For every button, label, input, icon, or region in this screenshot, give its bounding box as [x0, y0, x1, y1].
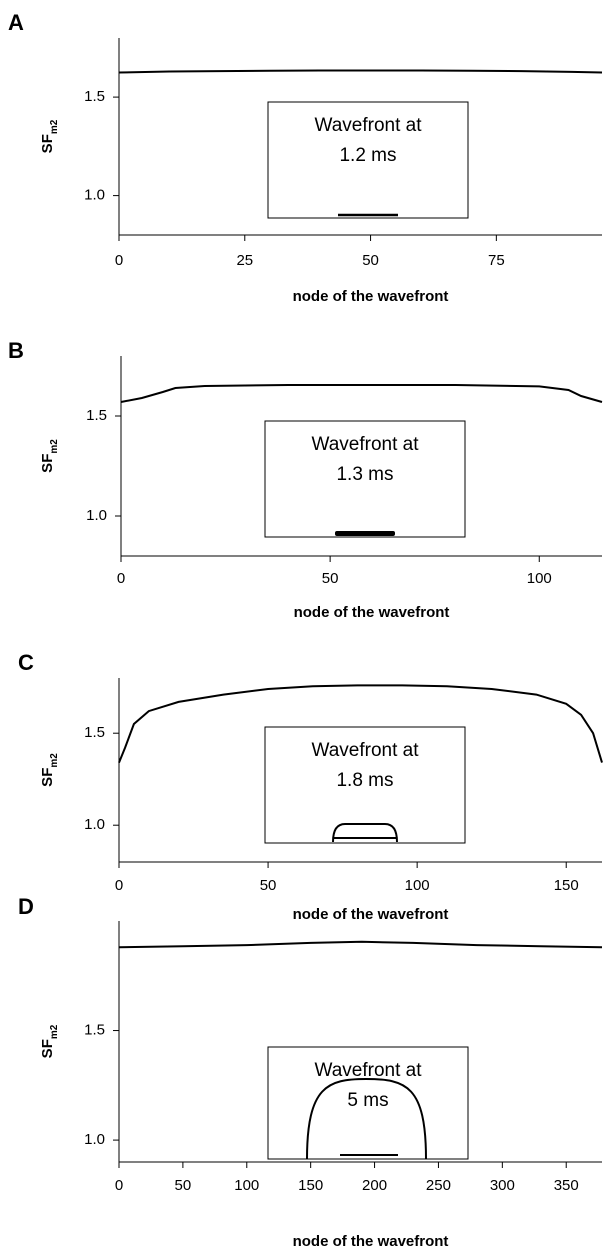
y-axis-title-sub: m2 — [49, 119, 60, 134]
y-axis-title: SFm2 — [39, 439, 60, 473]
panel-label: C — [18, 650, 34, 675]
x-tick-label: 75 — [488, 252, 505, 269]
panel-label: D — [18, 894, 34, 919]
y-axis-title-main: SF — [39, 134, 56, 153]
x-tick-label: 200 — [362, 1177, 387, 1194]
y-axis-title-sub: m2 — [49, 753, 60, 768]
data-line — [118, 684, 603, 763]
x-axis-title: node of the wavefront — [293, 906, 449, 923]
inset-text: Wavefront at — [314, 115, 422, 136]
data-line — [118, 69, 603, 74]
y-axis-title-main: SF — [39, 768, 56, 787]
y-axis-title-main: SF — [39, 454, 56, 473]
x-tick-label: 50 — [175, 1177, 192, 1194]
x-tick-label: 50 — [322, 570, 339, 587]
y-tick-label: 1.0 — [84, 187, 105, 204]
x-tick-label: 50 — [362, 252, 379, 269]
x-tick-label: 0 — [115, 877, 123, 894]
x-tick-label: 0 — [115, 252, 123, 269]
x-axis-title: node of the wavefront — [293, 288, 449, 305]
y-axis-title: SFm2 — [39, 1024, 60, 1058]
panel-label: B — [8, 338, 24, 363]
inset-text: 1.8 ms — [336, 770, 393, 791]
x-axis-title: node of the wavefront — [293, 1233, 449, 1250]
x-tick-label: 0 — [117, 570, 125, 587]
inset-text: Wavefront at — [311, 434, 419, 455]
inset-text: 1.3 ms — [336, 464, 393, 485]
y-axis-title-main: SF — [39, 1039, 56, 1058]
y-tick-label: 1.5 — [86, 407, 107, 424]
y-axis-title: SFm2 — [39, 753, 60, 787]
x-tick-label: 150 — [554, 877, 579, 894]
y-tick-label: 1.5 — [84, 88, 105, 105]
wavefront-shape — [335, 531, 395, 536]
wavefront-shape — [332, 823, 398, 843]
x-tick-label: 100 — [234, 1177, 259, 1194]
y-tick-label: 1.0 — [84, 816, 105, 833]
inset-box — [267, 101, 469, 219]
panel-label: A — [8, 10, 24, 35]
x-tick-label: 250 — [426, 1177, 451, 1194]
inset-text: Wavefront at — [311, 740, 419, 761]
wavefront-shape — [306, 1077, 427, 1160]
y-tick-label: 1.0 — [86, 507, 107, 524]
y-tick-label: 1.0 — [84, 1131, 105, 1148]
inset-box — [264, 420, 466, 538]
inset-text: 5 ms — [347, 1090, 388, 1111]
x-tick-label: 300 — [490, 1177, 515, 1194]
data-line — [120, 384, 603, 403]
y-axis-title-sub: m2 — [49, 439, 60, 454]
x-axis-title: node of the wavefront — [294, 604, 450, 621]
inset-box — [267, 1046, 469, 1160]
y-tick-label: 1.5 — [84, 724, 105, 741]
x-tick-label: 100 — [405, 877, 430, 894]
inset-text: 1.2 ms — [339, 145, 396, 166]
y-axis-title: SFm2 — [39, 119, 60, 153]
y-tick-label: 1.5 — [84, 1022, 105, 1039]
x-tick-label: 0 — [115, 1177, 123, 1194]
y-axis-title-sub: m2 — [49, 1024, 60, 1039]
x-tick-label: 50 — [260, 877, 277, 894]
x-tick-label: 350 — [554, 1177, 579, 1194]
x-tick-label: 100 — [527, 570, 552, 587]
x-tick-label: 25 — [236, 252, 253, 269]
x-tick-label: 150 — [298, 1177, 323, 1194]
data-line — [118, 940, 603, 949]
inset-text: Wavefront at — [314, 1060, 422, 1081]
